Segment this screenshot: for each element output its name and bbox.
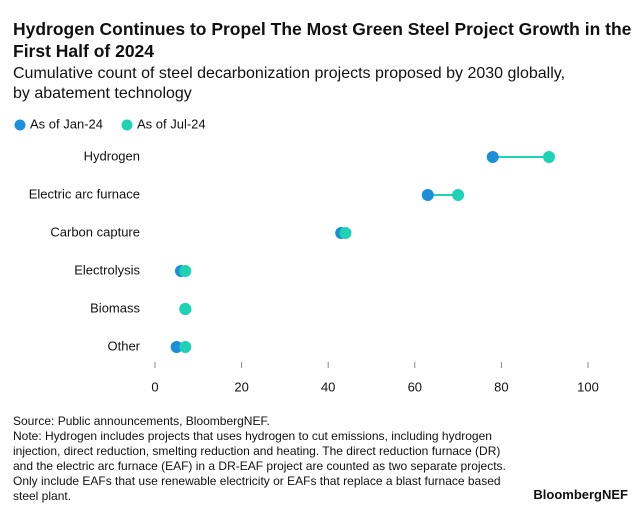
y-category-label: Electric arc furnace xyxy=(29,186,140,201)
dot xyxy=(452,189,465,201)
legend-marker xyxy=(121,119,133,131)
x-tick-label: 100 xyxy=(577,379,599,394)
dot xyxy=(486,151,499,163)
y-category-label: Other xyxy=(107,338,140,353)
chart: As of Jan-24 As of Jul-24 0 20 40 60 80 100 Hydr… xyxy=(14,116,599,394)
y-category-label: Carbon capture xyxy=(50,224,140,239)
chart-subtitle: Cumulative count of steel decarbonizatio… xyxy=(13,65,566,102)
x-tick-label: 40 xyxy=(321,379,335,394)
y-category-label: Biomass xyxy=(90,300,140,315)
x-tick-label: 60 xyxy=(408,379,422,394)
brand: BloombergNEF xyxy=(533,487,628,502)
y-category-label: Hydrogen xyxy=(84,148,140,163)
dot xyxy=(543,151,556,163)
x-tick-label: 80 xyxy=(494,379,508,394)
chart-title: Hydrogen Continues to Propel The Most Gr… xyxy=(13,19,632,61)
dot xyxy=(339,227,352,239)
dot xyxy=(421,189,434,201)
dot xyxy=(179,341,192,353)
x-tick-label: 0 xyxy=(151,379,158,394)
source-note: Source: Public announcements, BloombergN… xyxy=(13,414,270,428)
legend-label: As of Jul-24 xyxy=(137,116,206,131)
dot xyxy=(179,303,192,315)
legend-label: As of Jan-24 xyxy=(30,116,103,131)
legend-marker xyxy=(14,119,26,131)
footnote: Note: Hydrogen includes projects that us… xyxy=(13,429,506,503)
x-tick-label: 20 xyxy=(234,379,248,394)
dot xyxy=(179,265,192,277)
y-category-label: Electrolysis xyxy=(74,262,140,277)
dot xyxy=(170,341,183,353)
